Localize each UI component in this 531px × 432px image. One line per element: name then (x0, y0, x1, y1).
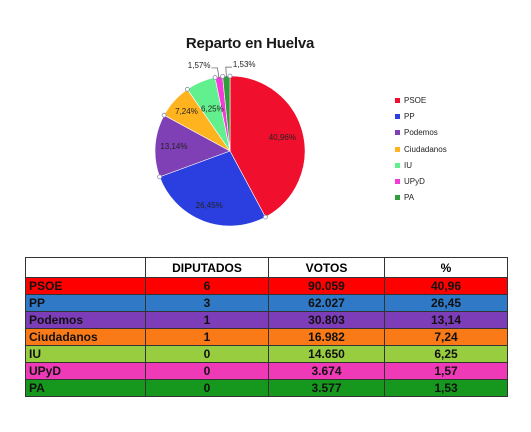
pie-data-label-upyd: 1,57% (188, 61, 211, 70)
table-row: Ciudadanos 1 16.982 7,24 (25, 328, 508, 346)
table-cell-pct: 1,53 (384, 379, 508, 397)
legend-label: Podemos (404, 128, 438, 138)
legend-swatch (395, 195, 400, 201)
pie-leader-line (211, 67, 220, 79)
table-row: UPyD 0 3.674 1,57 (25, 362, 508, 380)
table-cell-party: UPyD (25, 362, 146, 380)
legend-label: Ciudadanos (404, 144, 447, 154)
table-cell-votos: 62.027 (268, 294, 385, 312)
table-cell-pct: 26,45 (384, 294, 508, 312)
table-cell-party: PA (25, 379, 146, 397)
table-cell-diputados: 3 (145, 294, 269, 312)
table-row: IU 0 14.650 6,25 (25, 345, 508, 363)
table-row: Podemos 1 30.803 13,14 (25, 311, 508, 329)
chart-legend: PSOE PP Podemos Ciudadanos IU UPyD PA (395, 92, 515, 206)
legend-swatch (395, 113, 400, 119)
pie-boundary-marker (161, 112, 167, 118)
table-header-diputados: DIPUTADOS (145, 257, 269, 278)
legend-label: PA (404, 193, 415, 203)
table-cell-pct: 13,14 (384, 311, 508, 329)
legend-label: PP (404, 111, 415, 121)
legend-swatch (395, 179, 400, 185)
table-row: PA 0 3.577 1,53 (25, 379, 508, 397)
legend-swatch (395, 162, 400, 168)
pie-boundary-marker (263, 214, 268, 220)
legend-swatch (395, 130, 400, 136)
table-cell-votos: 30.803 (268, 311, 385, 329)
table-header-votos: VOTOS (268, 257, 385, 278)
table-cell-votos: 3.674 (268, 362, 385, 380)
pie-leader-line (225, 66, 232, 78)
legend-label: UPyD (404, 177, 425, 187)
pie-data-label-pa: 1,53% (233, 60, 256, 69)
table-cell-votos: 3.577 (268, 379, 385, 397)
table-cell-diputados: 0 (145, 362, 269, 380)
legend-item-pa: PA (395, 190, 515, 206)
pie-data-label-ciudadanos: 7,24% (175, 107, 198, 116)
table-row: PSOE 6 90.059 40,96 (25, 277, 508, 295)
table-header-row: DIPUTADOS VOTOS % (25, 257, 508, 278)
table-cell-diputados: 6 (145, 277, 269, 295)
table-cell-party: PSOE (25, 277, 146, 295)
table-header-party (25, 257, 146, 278)
legend-item-iu: IU (395, 157, 515, 173)
legend-item-podemos: Podemos (395, 125, 515, 141)
pie-slice-psoe (229, 75, 306, 218)
table-cell-votos: 90.059 (268, 277, 385, 295)
table-cell-pct: 1,57 (384, 362, 508, 380)
legend-item-pp: PP (395, 108, 515, 124)
table-row: PP 3 62.027 26,45 (25, 294, 508, 312)
results-table: DIPUTADOS VOTOS % PSOE 6 90.059 40,96 PP 3 62.… (25, 257, 508, 397)
chart-title: Reparto en Huelva (185, 35, 315, 52)
pie-boundary-marker (227, 73, 233, 79)
pie-chart: 40,96% 26,45% 13,14% 7,24% 6,25% 1,57% 1,53% (154, 60, 306, 227)
legend-label: IU (404, 160, 412, 170)
legend-item-upyd: UPyD (395, 173, 515, 189)
table-cell-party: Podemos (25, 311, 146, 329)
legend-item-ciudadanos: Ciudadanos (395, 141, 515, 157)
table-cell-party: IU (25, 345, 146, 363)
table-header-pct: % (384, 257, 508, 278)
pie-data-label-psoe: 40,96% (269, 133, 296, 142)
table-cell-party: PP (25, 294, 146, 312)
pie-boundary-marker (184, 86, 190, 92)
pie-data-label-iu: 6,25% (201, 105, 224, 114)
table-cell-diputados: 0 (145, 345, 269, 363)
table-cell-pct: 40,96 (384, 277, 508, 295)
table-cell-pct: 7,24 (384, 328, 508, 346)
pie-data-label-pp: 26,45% (196, 201, 223, 210)
table-cell-votos: 16.982 (268, 328, 385, 346)
table-cell-votos: 14.650 (268, 345, 385, 363)
legend-swatch (395, 97, 400, 103)
pie-boundary-marker (220, 73, 225, 79)
pie-boundary-marker (157, 174, 163, 180)
legend-item-psoe: PSOE (395, 92, 515, 108)
pie-data-label-podemos: 13,14% (160, 142, 187, 151)
table-cell-diputados: 1 (145, 328, 269, 346)
table-cell-pct: 6,25 (384, 345, 508, 363)
pie-boundary-marker (212, 75, 218, 80)
table-cell-party: Ciudadanos (25, 328, 146, 346)
legend-label: PSOE (404, 95, 427, 105)
legend-swatch (395, 146, 400, 152)
pie-slice-pp (159, 150, 266, 227)
table-cell-diputados: 0 (145, 379, 269, 397)
table-cell-diputados: 1 (145, 311, 269, 329)
